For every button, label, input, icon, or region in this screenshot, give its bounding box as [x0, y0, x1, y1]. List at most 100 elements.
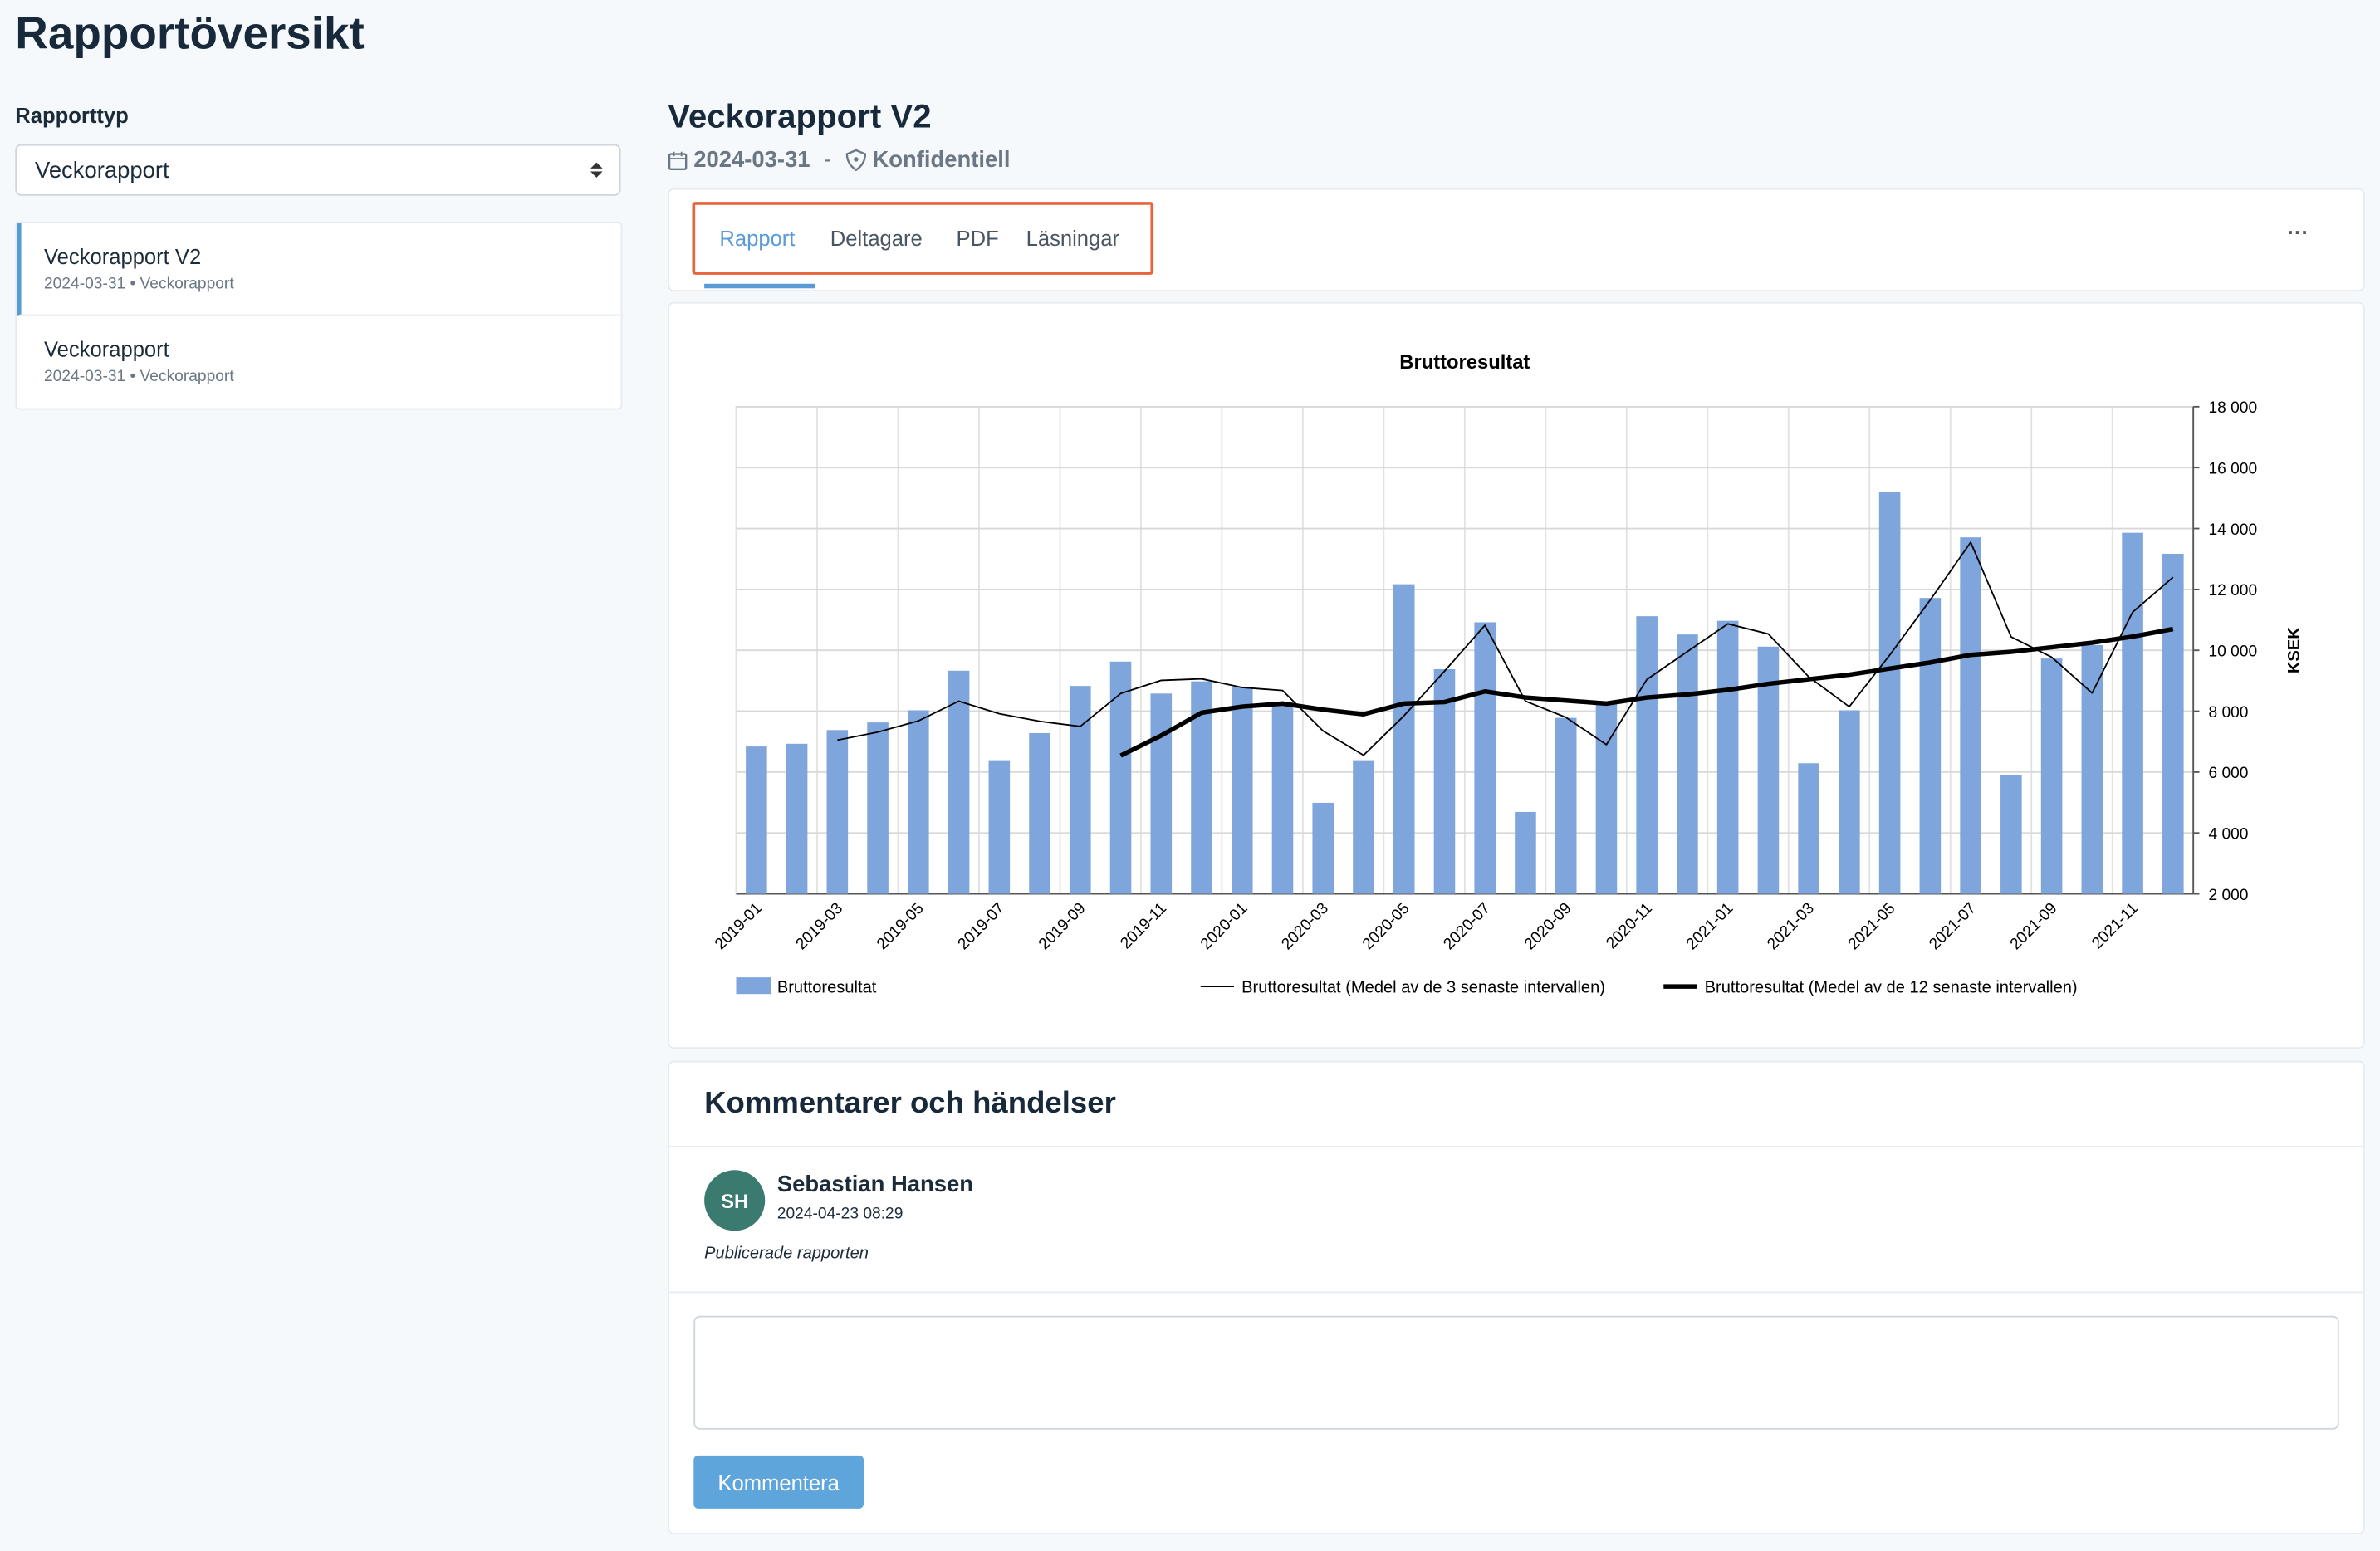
filter-label: Rapporttyp: [15, 103, 129, 128]
legend-swatch: [736, 977, 771, 995]
tab[interactable]: PDF: [956, 226, 999, 251]
comments-card: Kommentarer och händelser SH Sebastian H…: [668, 1060, 2365, 1534]
bar: [1515, 811, 1536, 894]
x-tick-label: 2020-05: [1359, 900, 1413, 954]
x-tick-label: 2020-07: [1440, 900, 1494, 954]
page-title: Rapportöversikt: [15, 8, 365, 60]
report-title: Veckorapport V2: [668, 96, 932, 135]
item-meta: 2024-03-31 • Veckorapport: [44, 367, 234, 386]
separator: -: [824, 147, 832, 174]
comments-title: Kommentarer och händelser: [704, 1086, 1116, 1120]
x-tick-label: 2019-05: [874, 900, 928, 954]
bar: [1878, 492, 1901, 894]
calendar-icon: [668, 150, 688, 170]
y-tick-label: 4 000: [2208, 826, 2248, 844]
bar: [1231, 687, 1253, 894]
divider: [669, 1145, 2363, 1147]
legend-label: Bruttoresultat: [777, 978, 877, 996]
classification: Konfidentiell: [872, 147, 1011, 174]
item-title: Veckorapport: [44, 336, 169, 362]
bar: [1798, 763, 1819, 894]
bar: [1919, 598, 1942, 894]
report-item[interactable]: Veckorapport 2024-03-31 • Veckorapport: [17, 316, 619, 407]
chart: Bruttoresultat 2 000 4 000 6 000 8 000 10 000…: [712, 351, 2304, 996]
x-tick-label: 2019-03: [793, 900, 847, 954]
x-tick-label: 2019-09: [1036, 900, 1090, 954]
x-tick-label: 2019-01: [712, 900, 766, 954]
x-tick-label: 2020-03: [1278, 900, 1332, 954]
comment-time: 2024-04-23 08:29: [776, 1205, 904, 1224]
bar: [746, 746, 767, 894]
bar: [1474, 622, 1496, 894]
legend-label: Bruttoresultat (Medel av de 3 senaste in…: [1241, 978, 1605, 996]
shield-icon: [845, 149, 866, 172]
line: [1119, 626, 2174, 758]
x-tick-label: 2019-11: [1117, 900, 1170, 953]
y-axis-label: KSEK: [2285, 627, 2304, 673]
bar: [1271, 702, 1294, 894]
bar: [1393, 584, 1415, 894]
bar: [786, 743, 808, 894]
bar: [1636, 616, 1658, 894]
y-tick-label: 8 000: [2208, 704, 2248, 722]
bar: [2040, 658, 2063, 894]
x-tick-label: 2021-09: [2007, 900, 2061, 954]
line: [837, 541, 2174, 756]
bar: [1839, 710, 1860, 894]
bar: [1555, 717, 1577, 894]
y-tick-label: 6 000: [2208, 765, 2248, 782]
bar: [908, 710, 929, 894]
bar: [1433, 668, 1456, 894]
y-tick-label: 12 000: [2208, 582, 2257, 599]
bar: [2000, 775, 2022, 894]
tab[interactable]: Deltagare: [830, 226, 923, 251]
x-tick-label: 2021-05: [1845, 900, 1899, 954]
bar: [1109, 661, 1132, 894]
y-tick-label: 14 000: [2208, 521, 2257, 539]
comment-text: Publicerade rapporten: [704, 1244, 869, 1263]
report-meta: 2024-03-31 - Konfidentiell: [668, 147, 1011, 174]
bar: [1757, 646, 1780, 894]
report-item[interactable]: Veckorapport V2 2024-03-31 • Veckorappor…: [17, 223, 624, 316]
bar: [867, 722, 889, 894]
chart-title: Bruttoresultat: [1399, 351, 1530, 374]
x-tick-label: 2020-01: [1197, 900, 1251, 954]
bar: [2162, 553, 2184, 894]
tab[interactable]: Rapport: [719, 226, 796, 251]
more-menu[interactable]: ···: [2287, 220, 2309, 245]
bar: [1716, 620, 1739, 894]
tab-underline: [704, 283, 815, 289]
item-meta: 2024-03-31 • Veckorapport: [44, 274, 234, 293]
x-tick-label: 2021-07: [1926, 900, 1980, 954]
report-date: 2024-03-31: [693, 147, 810, 174]
bar: [826, 730, 849, 894]
x-tick-label: 2021-03: [1764, 900, 1818, 954]
bar: [1677, 634, 1698, 894]
bar: [2081, 644, 2103, 894]
comment-button[interactable]: Kommentera: [693, 1455, 864, 1509]
tab[interactable]: Läsningar: [1026, 226, 1120, 251]
filter-value: Veckorapport: [35, 158, 169, 184]
legend-label: Bruttoresultat (Medel av de 12 senaste i…: [1705, 978, 2078, 996]
x-tick-label: 2021-11: [2089, 900, 2142, 953]
avatar: SH: [704, 1170, 766, 1231]
bar: [1353, 760, 1374, 894]
y-tick-label: 2 000: [2208, 887, 2248, 904]
tabs-card: ··· Rapport Deltagare PDF Läsningar: [668, 188, 2365, 291]
comment-input[interactable]: [693, 1315, 2339, 1430]
bar: [1960, 537, 1981, 894]
x-tick-label: 2019-07: [955, 900, 1009, 954]
x-tick-label: 2020-09: [1521, 900, 1575, 954]
report-list: Veckorapport V2 2024-03-31 • Veckorappor…: [15, 221, 624, 410]
bar: [1150, 693, 1173, 894]
filter-select[interactable]: Veckorapport: [15, 144, 621, 196]
item-title: Veckorapport V2: [44, 244, 202, 269]
bar: [1595, 704, 1618, 894]
x-tick-label: 2021-01: [1683, 900, 1737, 954]
bar: [1069, 686, 1091, 894]
bar: [1312, 802, 1334, 894]
select-arrows: [590, 162, 603, 178]
y-tick-label: 18 000: [2208, 399, 2257, 417]
